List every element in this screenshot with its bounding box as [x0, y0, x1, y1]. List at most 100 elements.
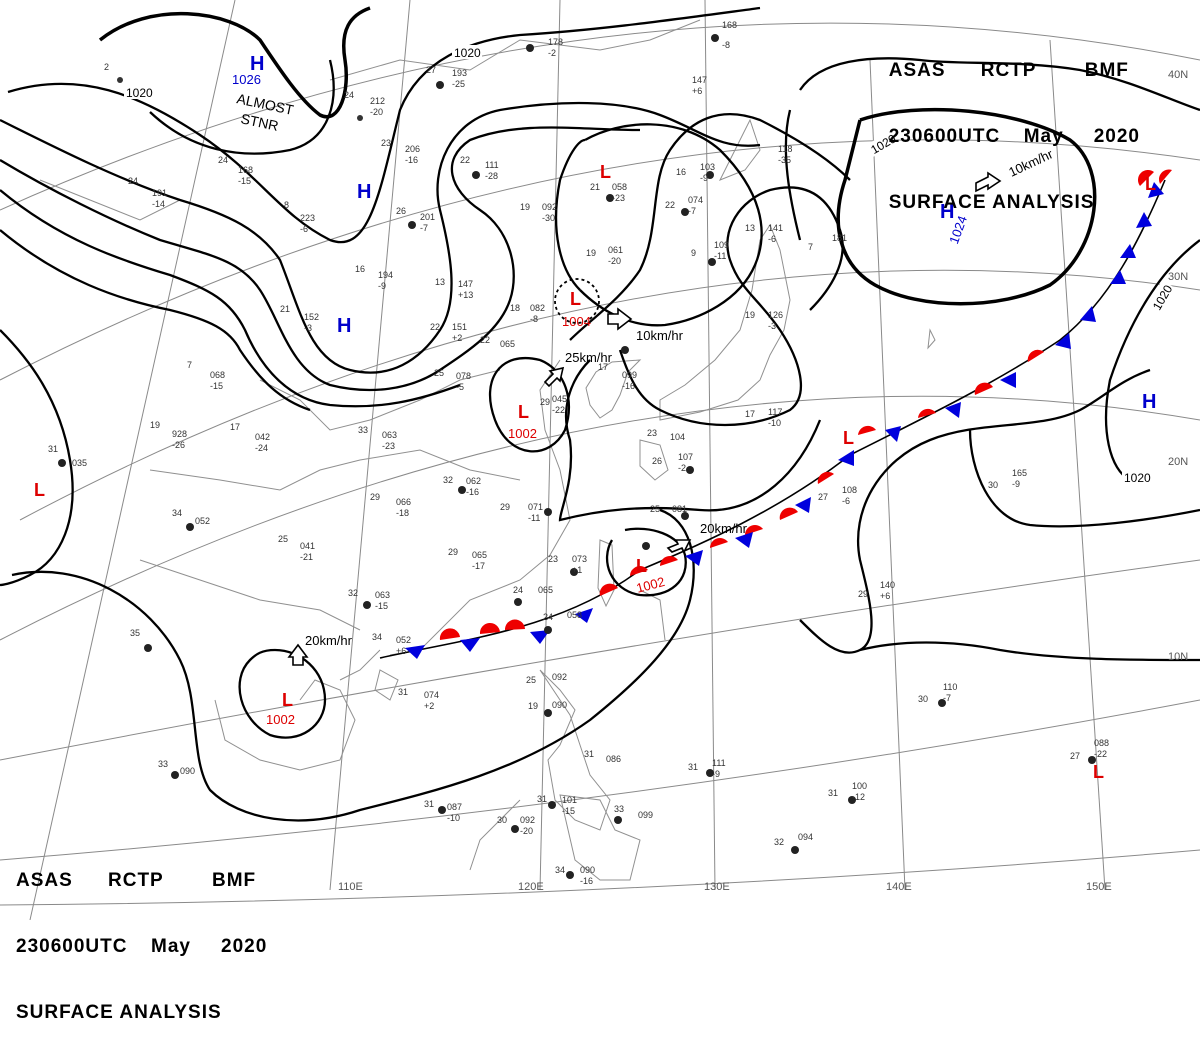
svg-text:-8: -8: [722, 40, 730, 50]
svg-text:34: 34: [555, 865, 565, 875]
svg-text:23: 23: [647, 428, 657, 438]
svg-text:25: 25: [278, 534, 288, 544]
svg-text:-17: -17: [472, 561, 485, 571]
isobar-label: 1020: [1124, 471, 1151, 485]
high-center: H: [357, 181, 371, 203]
svg-text:-11: -11: [714, 251, 726, 261]
svg-text:17: 17: [230, 422, 240, 432]
svg-text:058: 058: [567, 610, 582, 620]
svg-text:-9: -9: [712, 769, 720, 779]
svg-text:223: 223: [300, 213, 315, 223]
svg-text:073: 073: [572, 554, 587, 564]
svg-text:+6: +6: [692, 86, 702, 96]
svg-text:111: 111: [712, 758, 726, 768]
svg-text:2: 2: [104, 62, 109, 72]
svg-text:-28: -28: [485, 171, 498, 181]
svg-text:25: 25: [526, 675, 536, 685]
svg-text:099: 099: [638, 810, 653, 820]
svg-text:21: 21: [280, 304, 290, 314]
svg-text:090: 090: [180, 766, 195, 776]
svg-text:-2: -2: [548, 48, 556, 58]
svg-text:31: 31: [48, 444, 58, 454]
svg-text:074: 074: [688, 195, 703, 205]
isobar-label: 1020: [126, 86, 153, 100]
svg-text:206: 206: [405, 144, 420, 154]
arrow-icon: [287, 643, 309, 666]
svg-text:13: 13: [435, 277, 445, 287]
svg-text:-7: -7: [688, 206, 696, 216]
svg-text:25km/hr: 25km/hr: [565, 350, 613, 365]
low-center: L: [1093, 762, 1104, 782]
svg-text:24: 24: [344, 90, 354, 100]
svg-text:-15: -15: [375, 601, 388, 611]
svg-text:31: 31: [688, 762, 698, 772]
low-center: L: [570, 289, 581, 309]
svg-text:22: 22: [665, 200, 675, 210]
svg-text:-3: -3: [304, 323, 312, 333]
svg-text:-10: -10: [768, 418, 781, 428]
svg-text:30: 30: [497, 815, 507, 825]
weather-map: 1020 1020 1020 1020 1020: [0, 0, 1200, 920]
svg-text:041: 041: [300, 541, 315, 551]
svg-text:081: 081: [672, 504, 687, 514]
svg-text:30: 30: [988, 480, 998, 490]
low-center: L: [34, 480, 45, 500]
svg-text:STNR: STNR: [239, 110, 280, 134]
map-header-top: ASAS RCTP BMF 230600UTC May 2020 SURFACE ANA…: [888, 60, 1140, 213]
svg-text:109: 109: [714, 240, 729, 250]
svg-text:168: 168: [722, 20, 737, 30]
svg-text:+6: +6: [880, 591, 890, 601]
svg-text:-23: -23: [612, 193, 625, 203]
svg-text:-9: -9: [700, 173, 708, 183]
svg-text:130E: 130E: [704, 881, 730, 893]
svg-text:24: 24: [513, 585, 523, 595]
low-center-value: 1002: [635, 574, 667, 596]
svg-text:25: 25: [434, 368, 444, 378]
svg-text:090: 090: [552, 700, 567, 710]
svg-text:10km/hr: 10km/hr: [636, 328, 684, 343]
arrow-icon: [975, 171, 1002, 193]
svg-text:061: 061: [608, 245, 623, 255]
svg-text:-22: -22: [552, 405, 565, 415]
station-dots: [58, 34, 1096, 879]
svg-text:092: 092: [542, 202, 557, 212]
svg-text:101: 101: [562, 795, 577, 805]
svg-text:31: 31: [424, 799, 434, 809]
svg-text:-11: -11: [528, 513, 540, 523]
svg-text:-20: -20: [520, 826, 533, 836]
high-center: H: [940, 201, 954, 223]
svg-text:194: 194: [378, 270, 393, 280]
svg-text:-23: -23: [382, 441, 395, 451]
svg-text:-9: -9: [378, 281, 386, 291]
svg-text:-2: -2: [678, 463, 686, 473]
low-center: L: [518, 402, 529, 422]
svg-text:23: 23: [548, 554, 558, 564]
svg-text:-7: -7: [420, 223, 428, 233]
arrow-icon: [666, 539, 692, 554]
svg-text:082: 082: [530, 303, 545, 313]
svg-text:35: 35: [130, 628, 140, 638]
svg-text:22: 22: [480, 335, 490, 345]
graticule: [0, 0, 1200, 920]
svg-text:24: 24: [128, 176, 138, 186]
svg-text:+2: +2: [424, 701, 434, 711]
svg-text:-12: -12: [852, 792, 865, 802]
svg-text:29: 29: [448, 547, 458, 557]
svg-text:165: 165: [1012, 468, 1027, 478]
coastlines: [39, 19, 936, 881]
low-center-value: 1004: [562, 314, 591, 329]
svg-text:928: 928: [172, 429, 187, 439]
svg-text:147: 147: [692, 75, 707, 85]
high-center-value: 1026: [232, 72, 261, 87]
svg-text:110: 110: [943, 682, 957, 692]
svg-text:32: 32: [348, 588, 358, 598]
svg-text:058: 058: [612, 182, 627, 192]
svg-text:-6: -6: [842, 496, 850, 506]
svg-text:21: 21: [590, 182, 600, 192]
svg-text:10N: 10N: [1168, 651, 1188, 663]
svg-text:9: 9: [691, 248, 696, 258]
svg-text:20N: 20N: [1168, 456, 1188, 468]
svg-text:7: 7: [187, 360, 192, 370]
svg-text:19: 19: [586, 248, 596, 258]
svg-text:168: 168: [238, 165, 253, 175]
